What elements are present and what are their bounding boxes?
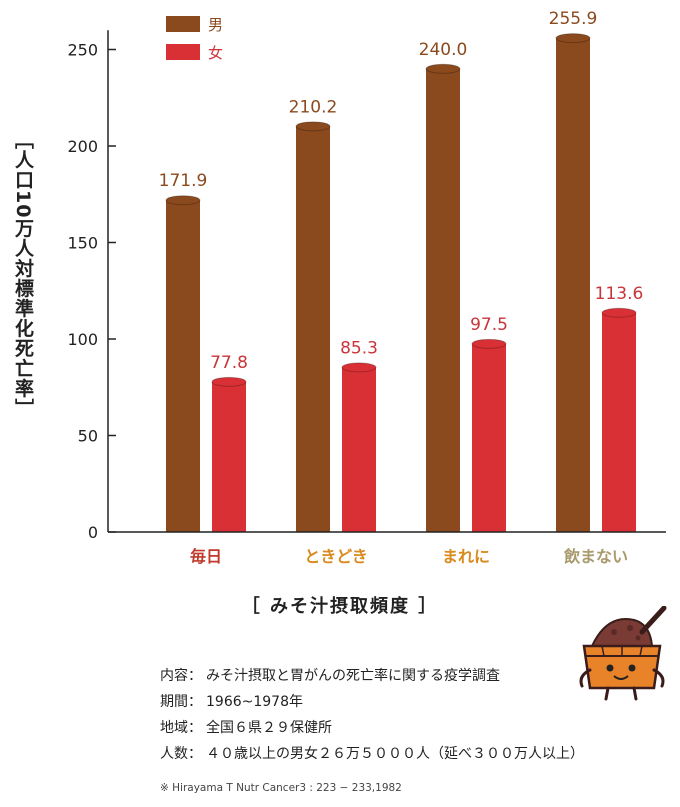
info-value: 1966~1978年 <box>206 694 303 710</box>
data-labels: 171.9 77.8 210.2 85.3 240.0 97.5 255.9 113.6 <box>159 9 644 373</box>
y-tick-label: 50 <box>78 427 98 446</box>
legend-label: 女 <box>208 44 223 62</box>
bar-cap <box>425 63 461 74</box>
y-tick-label: 250 <box>67 41 98 60</box>
y-tick-label: 0 <box>88 523 98 542</box>
info-value: みそ汁摂取と胃がんの死亡率に関する疫学調査 <box>206 668 500 684</box>
info-key: 地域： <box>160 720 202 736</box>
info-key: 人数： <box>160 746 202 762</box>
x-tick-label: まれに <box>442 547 490 566</box>
info-value: 全国６県２９保健所 <box>206 720 332 736</box>
legend-swatch <box>166 16 200 32</box>
data-label: 210.2 <box>289 97 338 117</box>
legend-label: 男 <box>208 16 223 34</box>
bar-cap <box>165 195 201 206</box>
bar-cap <box>211 376 247 387</box>
x-tick-label: 飲まない <box>563 547 628 566</box>
bar-chart: 0 50 100 150 200 250 171.9 77.8 210.2 85.3 240.0 9… <box>67 9 666 566</box>
x-axis: 毎日 ときどき まれに 飲まない <box>108 531 666 566</box>
info-key: 内容： <box>160 668 202 684</box>
legend: 男女 <box>166 16 223 62</box>
bar <box>472 343 506 532</box>
bar-cap <box>341 362 377 373</box>
data-label: 113.6 <box>595 284 644 304</box>
bar <box>426 68 460 533</box>
bar <box>212 381 246 532</box>
bar <box>342 367 376 532</box>
y-axis: 0 50 100 150 200 250 <box>67 30 116 542</box>
x-tick-label: ときどき <box>304 547 368 566</box>
y-tick-label: 100 <box>67 330 98 349</box>
bar-cap <box>555 33 591 44</box>
bar <box>556 38 590 532</box>
miso-mascot-icon <box>579 606 667 701</box>
data-label: 85.3 <box>340 338 378 358</box>
x-axis-label: ［ みそ汁摂取頻度 ］ <box>241 596 439 617</box>
info-value: ４０歳以上の男女２６万５０００人（延べ３００万人以上） <box>206 746 584 762</box>
data-label: 171.9 <box>159 171 208 191</box>
citation-footnote: ※ Hirayama T Nutr Cancer3 : 223 − 233,19… <box>160 782 402 794</box>
data-label: 240.0 <box>419 40 468 60</box>
bar-cap <box>471 338 507 349</box>
bar-cap <box>601 307 637 318</box>
bar <box>602 312 636 532</box>
y-tick-label: 200 <box>67 137 98 156</box>
info-row-period: 期間： 1966~1978年 <box>160 689 588 715</box>
info-row-region: 地域： 全国６県２９保健所 <box>160 715 588 741</box>
data-label: 97.5 <box>470 315 508 335</box>
bar-cap <box>295 121 331 132</box>
y-axis-label: ［人口10万人対標準化死亡率］ <box>12 130 34 419</box>
bars <box>165 33 637 533</box>
data-label: 255.9 <box>549 9 598 29</box>
info-row-people: 人数： ４０歳以上の男女２６万５０００人（延べ３００万人以上） <box>160 741 588 767</box>
bar <box>296 126 330 533</box>
info-row-content: 内容： みそ汁摂取と胃がんの死亡率に関する疫学調査 <box>160 663 588 689</box>
y-tick-label: 150 <box>67 234 98 253</box>
info-key: 期間： <box>160 694 202 710</box>
bar <box>166 200 200 532</box>
study-info: 内容： みそ汁摂取と胃がんの死亡率に関する疫学調査 期間： 1966~1978年 地… <box>160 663 588 767</box>
x-tick-label: 毎日 <box>190 547 222 566</box>
legend-swatch <box>166 44 200 60</box>
data-label: 77.8 <box>210 353 248 373</box>
